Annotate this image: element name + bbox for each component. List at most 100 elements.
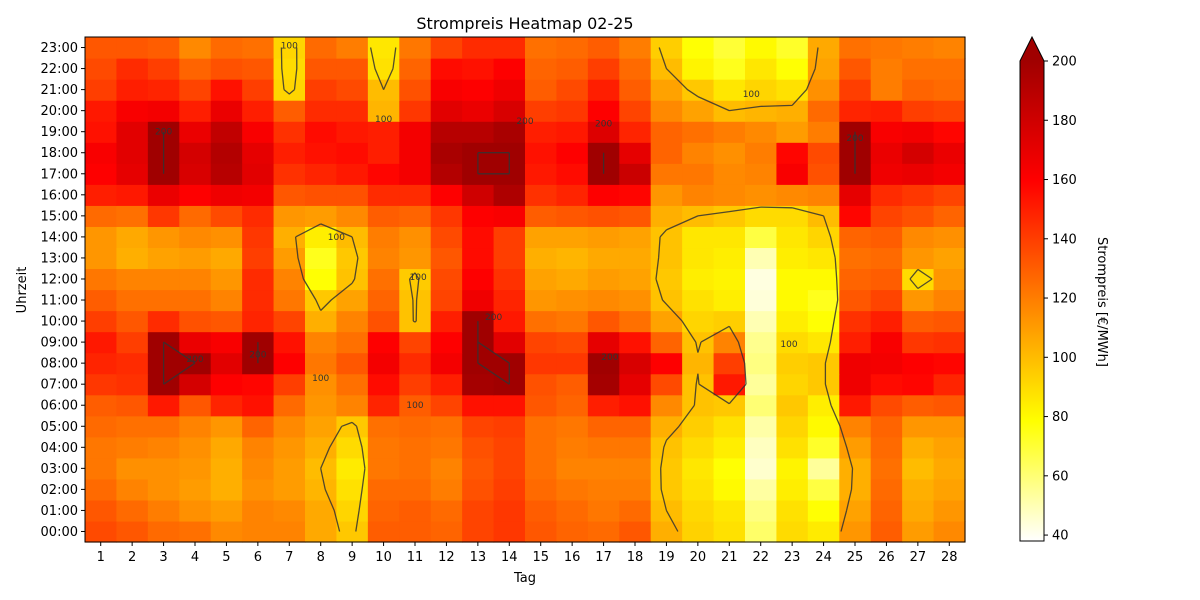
heatmap-cell xyxy=(179,499,212,522)
x-tick-label: 27 xyxy=(910,550,927,565)
heatmap-cell xyxy=(807,268,840,291)
heatmap-cell xyxy=(650,436,683,459)
heatmap-cell xyxy=(870,184,903,206)
contour-label: 200 xyxy=(595,119,612,129)
heatmap-cell xyxy=(713,373,746,396)
heatmap-cell xyxy=(933,226,966,249)
heatmap-cell xyxy=(902,289,935,312)
heatmap-cell xyxy=(556,142,589,164)
heatmap-cell xyxy=(713,478,746,501)
heatmap-cell xyxy=(713,226,746,249)
heatmap-cell xyxy=(556,163,589,185)
heatmap-cell xyxy=(619,457,652,480)
heatmap-cell xyxy=(619,142,652,164)
heatmap-cell xyxy=(870,499,903,522)
heatmap-cell xyxy=(839,79,872,101)
heatmap-cell xyxy=(776,289,809,312)
heatmap-cell xyxy=(682,184,715,206)
y-tick-label: 17:00 xyxy=(41,167,78,182)
x-tick-label: 7 xyxy=(285,550,293,565)
heatmap-cell xyxy=(336,184,369,206)
heatmap-cell xyxy=(210,37,243,59)
heatmap-cell xyxy=(525,310,558,333)
heatmap-cell xyxy=(556,457,589,480)
heatmap-cell xyxy=(619,331,652,354)
heatmap-cell xyxy=(147,205,180,227)
heatmap-cell xyxy=(399,436,432,459)
heatmap-cell xyxy=(619,289,652,312)
x-tick-label: 4 xyxy=(191,550,199,565)
heatmap-cell xyxy=(807,457,840,480)
colorbar-tick-label: 180 xyxy=(1052,114,1077,129)
heatmap-cell xyxy=(399,352,432,375)
heatmap-cell xyxy=(745,205,778,227)
heatmap-cell xyxy=(713,394,746,417)
heatmap-cell xyxy=(399,331,432,354)
heatmap-cell xyxy=(493,499,526,522)
heatmap-cell xyxy=(430,499,463,522)
heatmap-cell xyxy=(493,226,526,249)
y-tick-label: 22:00 xyxy=(41,62,78,77)
heatmap-cell xyxy=(242,520,275,543)
heatmap-cell xyxy=(556,79,589,101)
heatmap-cell xyxy=(713,79,746,101)
heatmap-cell xyxy=(682,100,715,122)
heatmap-cell xyxy=(85,436,118,459)
heatmap-cell xyxy=(902,163,935,185)
x-tick-label: 9 xyxy=(348,550,356,565)
heatmap-cell xyxy=(682,415,715,438)
heatmap-cell xyxy=(85,394,118,417)
heatmap-cell xyxy=(682,226,715,249)
heatmap-cell xyxy=(210,226,243,249)
heatmap-cell xyxy=(430,121,463,143)
heatmap-cell xyxy=(933,58,966,80)
heatmap-cell xyxy=(462,247,495,270)
contour-label: 100 xyxy=(281,41,298,51)
heatmap-cell xyxy=(619,226,652,249)
heatmap-cell xyxy=(147,457,180,480)
heatmap-cell xyxy=(85,79,118,101)
heatmap-cell xyxy=(619,268,652,291)
heatmap-cell xyxy=(210,268,243,291)
heatmap-cell xyxy=(650,394,683,417)
contour-line-100 xyxy=(280,47,933,532)
heatmap-cell xyxy=(399,394,432,417)
heatmap-cell xyxy=(305,373,338,396)
heatmap-cell xyxy=(556,436,589,459)
heatmap-cell xyxy=(493,100,526,122)
heatmap-cell xyxy=(713,163,746,185)
heatmap-cell xyxy=(367,58,400,80)
heatmap-cell xyxy=(179,415,212,438)
heatmap-cell xyxy=(242,478,275,501)
heatmap-cell xyxy=(776,58,809,80)
heatmap-cell xyxy=(430,100,463,122)
heatmap-cell xyxy=(682,478,715,501)
y-tick-label: 07:00 xyxy=(41,378,78,393)
heatmap-cell xyxy=(650,289,683,312)
heatmap-cell xyxy=(713,247,746,270)
heatmap-cell xyxy=(902,352,935,375)
heatmap-cell xyxy=(367,289,400,312)
heatmap-cell xyxy=(933,247,966,270)
heatmap-cell xyxy=(147,520,180,543)
y-tick-label: 08:00 xyxy=(41,357,78,372)
heatmap-cell xyxy=(650,478,683,501)
heatmap-cell xyxy=(493,268,526,291)
colorbar-tick-label: 100 xyxy=(1052,351,1077,366)
heatmap-cell xyxy=(462,289,495,312)
heatmap-cell xyxy=(776,226,809,249)
heatmap-cell xyxy=(902,436,935,459)
heatmap-cell xyxy=(430,37,463,59)
y-tick-label: 06:00 xyxy=(41,399,78,414)
heatmap-cell xyxy=(430,247,463,270)
heatmap-cell xyxy=(870,142,903,164)
heatmap-cell xyxy=(493,289,526,312)
contour-label: 100 xyxy=(743,90,760,100)
heatmap-cell xyxy=(713,520,746,543)
heatmap-cell xyxy=(776,247,809,270)
heatmap-cell xyxy=(147,226,180,249)
heatmap-cell xyxy=(870,373,903,396)
y-tick-label: 10:00 xyxy=(41,315,78,330)
heatmap-cell xyxy=(933,205,966,227)
heatmap-cell xyxy=(525,499,558,522)
